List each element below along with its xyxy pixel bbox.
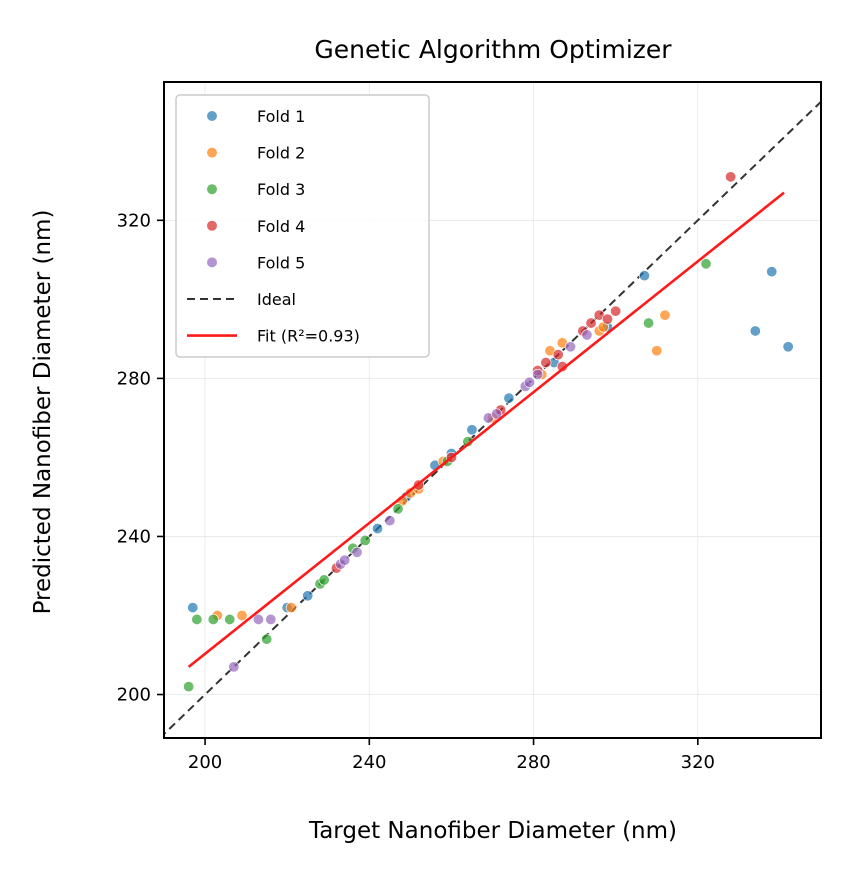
data-point-fold-2 — [285, 602, 297, 614]
data-point-fold-1 — [503, 392, 515, 404]
data-point-fold-4 — [552, 349, 564, 361]
data-point-fold-1 — [302, 590, 314, 602]
data-point-fold-4 — [601, 313, 613, 325]
legend-marker-2 — [207, 147, 217, 158]
legend-label: Fold 1 — [257, 107, 305, 126]
data-point-fold-5 — [581, 329, 593, 341]
data-point-fold-3 — [183, 681, 195, 693]
data-point-fold-5 — [252, 613, 264, 625]
data-point-fold-4 — [725, 171, 737, 183]
data-point-fold-1 — [187, 602, 199, 614]
data-point-fold-3 — [700, 258, 712, 270]
legend-label: Ideal — [257, 290, 296, 309]
legend-box — [175, 94, 430, 358]
y-tick-label: 240 — [117, 526, 151, 547]
chart-title: Genetic Algorithm Optimizer — [314, 35, 672, 64]
data-point-fold-3 — [643, 317, 655, 329]
data-point-fold-5 — [384, 515, 396, 527]
data-point-fold-3 — [359, 534, 371, 546]
data-point-fold-4 — [540, 357, 552, 369]
data-point-fold-3 — [318, 574, 330, 586]
data-point-fold-1 — [466, 424, 478, 436]
data-point-fold-5 — [339, 554, 351, 566]
data-point-fold-1 — [372, 523, 384, 535]
legend-marker-3 — [207, 184, 217, 195]
data-point-fold-1 — [749, 325, 761, 337]
data-point-fold-3 — [207, 613, 219, 625]
fit-layer — [187, 191, 785, 668]
legend-marker-4 — [207, 220, 217, 231]
legend-label: Fit (R²=0.93) — [257, 327, 360, 346]
data-point-fold-1 — [638, 270, 650, 282]
data-point-fold-5 — [228, 661, 240, 673]
data-point-fold-2 — [659, 309, 671, 321]
data-point-fold-4 — [610, 305, 622, 317]
data-point-fold-3 — [392, 503, 404, 515]
x-axis-label: Target Nanofiber Diameter (nm) — [308, 818, 677, 844]
legend-items: Fold 1 Fold 2 Fold 3 Fold 4 Fold 5 Ideal Fit (… — [187, 107, 360, 346]
x-axis-ticks: 200 240 280 320 — [188, 738, 715, 773]
y-tick-label: 280 — [117, 368, 151, 389]
legend-label: Fold 4 — [257, 217, 305, 236]
data-point-fold-5 — [351, 546, 363, 558]
plot-frame — [163, 81, 822, 739]
legend-label: Fold 3 — [257, 180, 305, 199]
legend-label: Fold 2 — [257, 144, 305, 163]
points-layer — [183, 171, 794, 693]
legend-marker-5 — [207, 257, 217, 268]
data-point-fold-3 — [224, 613, 236, 625]
y-tick-label: 200 — [117, 685, 151, 706]
y-tick-label: 320 — [117, 210, 151, 231]
legend-marker-1 — [207, 111, 217, 121]
data-point-fold-3 — [261, 633, 273, 645]
data-point-fold-3 — [191, 613, 203, 625]
data-point-fold-2 — [236, 609, 248, 621]
data-point-fold-5 — [523, 376, 535, 388]
x-tick-label: 280 — [516, 752, 550, 773]
legend: Fold 1 Fold 2 Fold 3 Fold 4 Fold 5 Ideal Fit (… — [175, 94, 430, 358]
data-point-fold-1 — [782, 341, 794, 353]
data-point-fold-4 — [585, 317, 597, 329]
data-point-fold-1 — [766, 266, 778, 278]
legend-label: Fold 5 — [257, 253, 305, 272]
data-point-fold-2 — [651, 345, 663, 357]
y-axis-label: Predicted Nanofiber Diameter (nm) — [30, 210, 56, 615]
data-point-fold-5 — [491, 408, 503, 420]
data-point-fold-5 — [532, 368, 544, 380]
x-tick-label: 320 — [681, 752, 715, 773]
data-point-fold-5 — [265, 613, 277, 625]
y-axis-ticks: 200 240 280 320 — [117, 210, 164, 706]
x-tick-label: 200 — [188, 752, 222, 773]
data-point-fold-5 — [565, 341, 577, 353]
x-tick-label: 240 — [352, 752, 386, 773]
fit-line — [187, 191, 785, 668]
